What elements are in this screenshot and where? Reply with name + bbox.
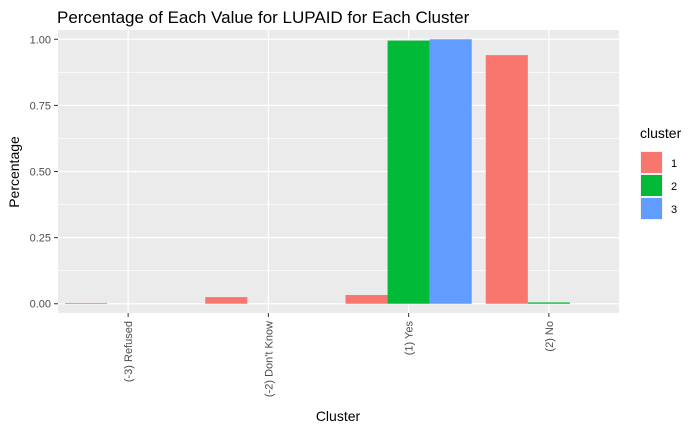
y-axis-title: Percentage [6, 136, 22, 208]
y-tick-label: 1.00 [30, 34, 51, 46]
chart-title: Percentage of Each Value for LUPAID for … [57, 8, 470, 27]
bar-series-1-2 [205, 297, 248, 304]
x-tick-label: (2) No [544, 321, 556, 352]
x-axis: (-3) Refused (-2) Don't Know (1) Yes (2) No [123, 313, 556, 397]
y-axis: 0.00 0.25 0.50 0.75 1.00 [30, 34, 58, 311]
bar-series-1-4 [485, 55, 528, 304]
y-tick-label: 0.25 [30, 233, 51, 245]
x-axis-title: Cluster [316, 408, 361, 424]
grid [58, 30, 619, 313]
bars [65, 39, 570, 304]
y-tick-label: 0.75 [30, 100, 51, 112]
bar-series-1-3 [345, 295, 388, 304]
y-tick-label: 0.50 [30, 167, 51, 179]
legend-swatch [641, 198, 662, 219]
legend-label: 2 [671, 181, 677, 193]
bar-series-3-3 [429, 39, 472, 304]
legend-title: cluster [640, 125, 682, 141]
legend-swatch [641, 175, 662, 196]
legend-label: 3 [671, 204, 677, 216]
x-tick-label: (-2) Don't Know [263, 321, 275, 397]
bar-series-2-3 [387, 40, 430, 304]
x-tick-label: (1) Yes [404, 321, 416, 356]
bar-series-1-1 [65, 302, 108, 304]
y-tick-label: 0.00 [30, 299, 51, 311]
x-tick-label: (-3) Refused [123, 321, 135, 382]
bar-series-2-4 [527, 302, 570, 304]
legend-swatch [641, 152, 662, 173]
legend: cluster 1 2 3 [640, 125, 682, 220]
legend-label: 1 [671, 158, 677, 170]
